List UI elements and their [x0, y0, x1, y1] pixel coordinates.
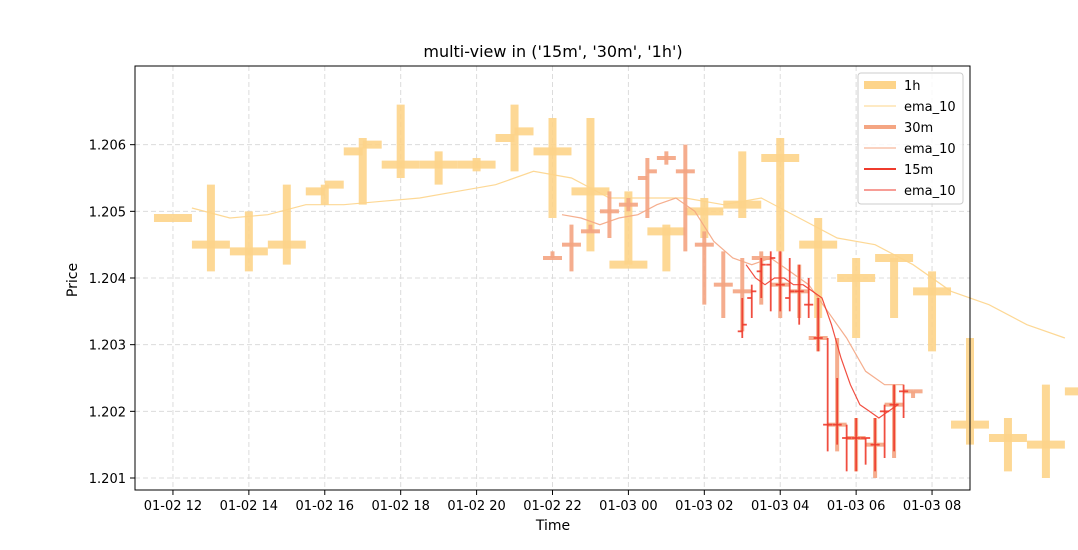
x-axis: 01-02 12 01-02 14 01-02 16 01-02 18 01-02 20… — [144, 490, 961, 514]
y-tick-label: 1.204 — [89, 272, 126, 287]
x-tick-label: 01-02 22 — [523, 499, 581, 514]
y-tick-label: 1.201 — [89, 472, 126, 487]
legend-label: 1h — [904, 79, 921, 94]
legend-label: 15m — [904, 163, 933, 178]
x-tick-label: 01-03 04 — [751, 499, 809, 514]
x-tick-label: 01-03 02 — [675, 499, 733, 514]
x-tick-label: 01-02 18 — [371, 499, 429, 514]
chart-title: multi-view in ('15m', '30m', '1h') — [423, 42, 682, 61]
y-tick-label: 1.205 — [89, 205, 126, 220]
y-tick-label: 1.206 — [89, 139, 126, 154]
legend-label: ema_10 — [904, 100, 956, 115]
y-tick-label: 1.203 — [89, 339, 126, 354]
legend: 1h ema_10 30m ema_10 15m ema_10 — [857, 72, 964, 205]
x-tick-label: 01-03 08 — [903, 499, 961, 514]
series-ema_10 — [745, 264, 899, 419]
x-tick-label: 01-02 12 — [144, 499, 202, 514]
x-tick-label: 01-02 16 — [296, 499, 354, 514]
y-axis: 1.201 1.202 1.203 1.204 1.205 1.206 — [89, 139, 135, 487]
x-tick-label: 01-02 14 — [220, 499, 278, 514]
chart-marks — [153, 104, 1078, 478]
legend-label: ema_10 — [904, 142, 956, 157]
ema-line — [561, 197, 904, 386]
x-tick-label: 01-03 06 — [827, 499, 885, 514]
series-15m — [737, 251, 909, 472]
legend-label: 30m — [904, 121, 933, 136]
x-tick-label: 01-02 20 — [447, 499, 505, 514]
ema-line — [745, 264, 899, 419]
y-tick-label: 1.202 — [89, 405, 126, 420]
series-ema_10 — [561, 197, 904, 386]
x-tick-label: 01-03 00 — [599, 499, 657, 514]
legend-label: ema_10 — [904, 184, 956, 199]
y-axis-title: Price — [65, 263, 81, 297]
x-axis-title: Time — [535, 518, 570, 534]
